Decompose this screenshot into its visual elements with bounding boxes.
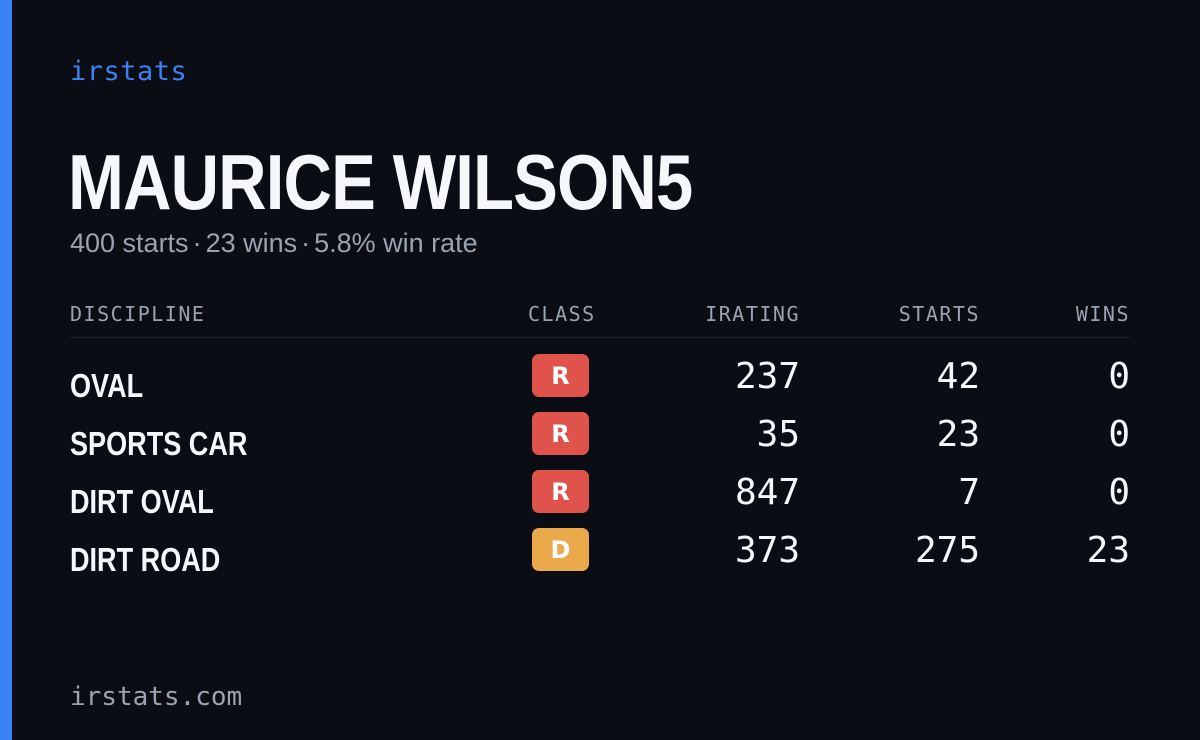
starts-summary: 400 starts [70,228,189,258]
driver-name: MAURICE WILSON5 [68,138,693,226]
discipline-name: SPORTS CAR [70,425,248,462]
class-badge: D [532,528,589,571]
starts-value: 275 [914,530,980,571]
table-row: SPORTS CAR R 35 23 0 [70,412,1130,470]
wins-value: 0 [1108,356,1130,397]
wins-value: 0 [1108,414,1130,455]
summary-separator: · [192,228,202,258]
table-row: OVAL R 237 42 0 [70,354,1130,412]
summary-separator: · [301,228,311,258]
starts-value: 42 [936,356,980,397]
wins-value: 0 [1108,472,1130,513]
header-irating: IRATING [705,302,800,326]
starts-value: 7 [958,472,980,513]
header-discipline: DISCIPLINE [70,302,206,326]
discipline-name: DIRT OVAL [70,483,214,520]
table-header: DISCIPLINE CLASS IRATING STARTS WINS [70,298,1130,338]
brand-label: irstats [70,56,188,87]
driver-summary: 400 starts · 23 wins · 5.8% win rate [70,228,478,259]
header-starts: STARTS [898,302,980,326]
irating-value: 35 [756,414,800,455]
irating-value: 373 [734,530,800,571]
starts-value: 23 [936,414,980,455]
table-row: DIRT ROAD D 373 275 23 [70,528,1130,586]
table-body: OVAL R 237 42 0 SPORTS CAR R 35 23 0 DIR… [70,338,1130,586]
win-rate-summary: 5.8% win rate [314,228,478,258]
irating-value: 847 [734,472,800,513]
header-wins: WINS [1075,302,1130,326]
wins-value: 23 [1086,530,1130,571]
class-badge: R [532,412,589,455]
header-class: CLASS [528,302,596,326]
footer-url: irstats.com [70,682,243,712]
irating-value: 237 [734,356,800,397]
wins-summary: 23 wins [205,228,298,258]
discipline-name: DIRT ROAD [70,541,221,578]
table-row: DIRT OVAL R 847 7 0 [70,470,1130,528]
accent-bar [0,0,12,740]
discipline-table: DISCIPLINE CLASS IRATING STARTS WINS OVA… [70,298,1130,586]
discipline-name: OVAL [70,367,144,404]
class-badge: R [532,470,589,513]
class-badge: R [532,354,589,397]
